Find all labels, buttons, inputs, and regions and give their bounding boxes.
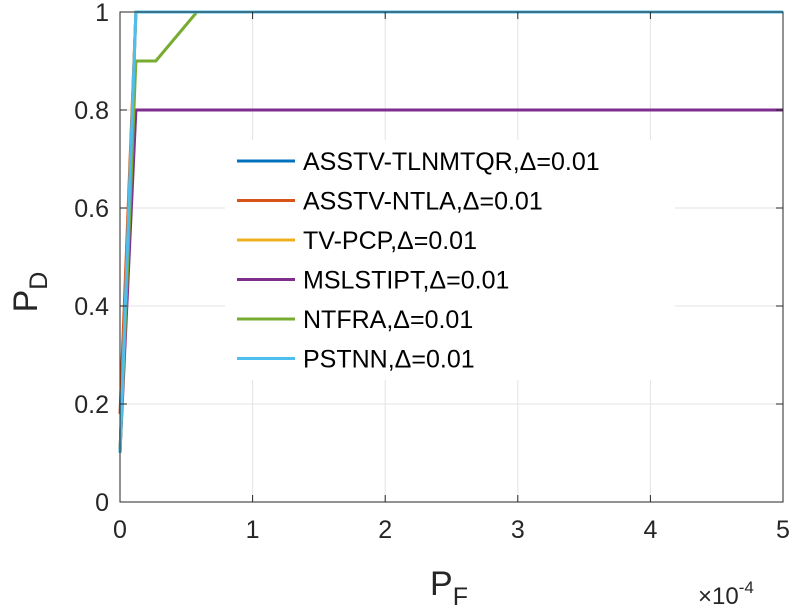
y-tick-labels: 0 0.2 0.4 0.6 0.8 1 <box>74 0 109 517</box>
y-tick-label: 0.8 <box>74 97 109 125</box>
plot-frame <box>119 11 784 503</box>
x-tick-label: 5 <box>776 516 790 544</box>
y-tick-label: 0.2 <box>74 391 109 419</box>
x-tick-labels: 0 1 2 3 4 5 <box>113 516 790 544</box>
x-tick-label: 2 <box>378 516 392 544</box>
x-tick-label: 3 <box>511 516 525 544</box>
y-tick-label: 0 <box>95 489 109 517</box>
legend-label-1: ASSTV-TLNMTQR,Δ=0.01 <box>303 148 600 176</box>
legend: ASSTV-TLNMTQR,Δ=0.01 ASSTV-NTLA,Δ=0.01 TV-… <box>225 140 675 380</box>
legend-label-3: TV-PCP,Δ=0.01 <box>303 227 477 255</box>
x-tick-label: 0 <box>113 516 127 544</box>
y-tick-label: 1 <box>95 0 109 27</box>
legend-label-2: ASSTV-NTLA,Δ=0.01 <box>303 188 543 216</box>
y-tick-label: 0.6 <box>74 195 109 223</box>
x-tick-label: 1 <box>246 516 260 544</box>
legend-label-5: NTFRA,Δ=0.01 <box>303 306 473 334</box>
x-exponent-label: ×10-4 <box>698 578 754 610</box>
y-tick-label: 0.4 <box>74 293 109 321</box>
tick-marks <box>119 11 784 503</box>
legend-label-6: PSTNN,Δ=0.01 <box>303 346 475 374</box>
legend-label-4: MSLSTIPT,Δ=0.01 <box>303 267 509 295</box>
x-tick-label: 4 <box>643 516 657 544</box>
legend-box <box>225 140 675 380</box>
y-axis-label: PD <box>7 272 53 313</box>
x-axis-label: PF <box>430 565 468 611</box>
